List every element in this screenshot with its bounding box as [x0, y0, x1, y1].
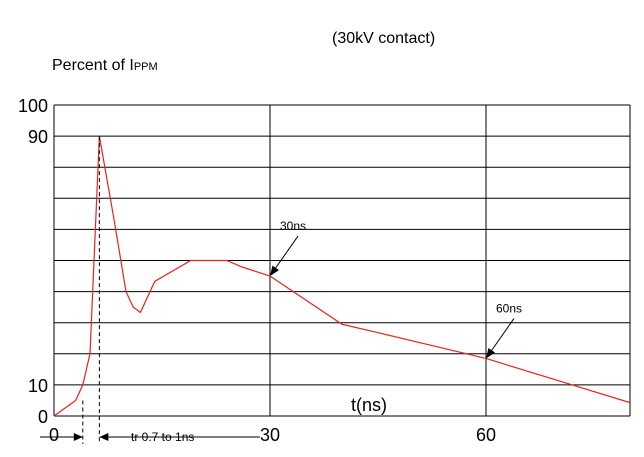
x-tick-label: 60: [476, 425, 496, 445]
axes: [53, 105, 631, 417]
annotation-arrow-line: [275, 235, 299, 269]
x-tick-label: 30: [260, 425, 280, 445]
y-tick-label: 90: [28, 127, 48, 147]
y-axis-label-prefix: Percent of I: [52, 57, 134, 74]
y-tick-label: 100: [18, 96, 48, 116]
chart-title: (30kV contact): [332, 30, 435, 47]
annotation-label: 30ns: [280, 219, 306, 233]
annotations: 30ns 60ns: [270, 219, 522, 359]
annotation-arrow-head: [486, 347, 496, 359]
series-marks: [40, 135, 631, 444]
annotation-arrow-head: [270, 265, 280, 277]
grid: [54, 104, 630, 416]
y-tick-label: 0: [38, 407, 48, 427]
series-line: [53, 135, 631, 417]
y-axis-label: Percent of IPPM: [52, 57, 158, 74]
rise-time-label: tr 0.7 to 1ns: [131, 430, 194, 444]
annotation-label: 60ns: [496, 301, 522, 315]
annotation-arrow-line: [491, 318, 515, 351]
rise-arrow-left-head: [73, 433, 83, 441]
y-tick-label: 10: [28, 376, 48, 396]
rise-arrow-right-head: [99, 433, 109, 441]
y-axis-label-subscript: PPM: [134, 61, 158, 73]
x-axis-label: t(ns): [351, 395, 387, 415]
x-tick-label: 0: [49, 425, 59, 445]
